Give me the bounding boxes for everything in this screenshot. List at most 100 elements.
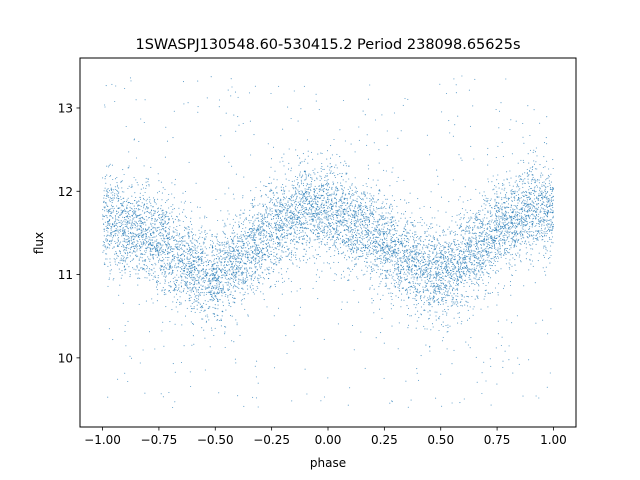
data-point xyxy=(490,243,492,245)
data-point xyxy=(254,240,256,242)
data-point xyxy=(525,206,527,208)
data-point xyxy=(428,290,430,292)
data-point xyxy=(354,177,356,179)
data-point xyxy=(355,219,357,221)
data-point xyxy=(409,192,411,194)
data-point xyxy=(159,250,161,252)
data-point xyxy=(393,241,395,243)
data-point xyxy=(446,331,448,333)
data-point xyxy=(111,202,113,204)
data-point xyxy=(499,248,501,250)
data-point xyxy=(172,237,174,239)
data-point xyxy=(259,275,261,277)
data-point xyxy=(286,235,289,237)
data-point xyxy=(102,245,104,247)
data-point xyxy=(532,221,534,223)
data-point xyxy=(386,231,388,233)
data-point xyxy=(285,178,287,180)
data-point xyxy=(214,288,216,290)
data-point xyxy=(205,269,207,271)
data-point xyxy=(419,290,421,293)
data-point xyxy=(313,256,315,258)
data-point xyxy=(380,260,382,262)
data-point xyxy=(533,160,535,162)
data-point xyxy=(398,234,400,236)
data-point xyxy=(151,269,153,271)
data-point xyxy=(323,230,325,232)
data-point xyxy=(416,257,418,259)
data-point xyxy=(506,247,508,250)
data-point xyxy=(314,210,316,212)
data-point xyxy=(231,256,233,258)
data-point xyxy=(224,275,226,277)
data-point xyxy=(399,257,402,259)
data-point xyxy=(421,251,423,253)
data-point xyxy=(401,238,403,240)
data-point xyxy=(164,220,166,223)
data-point xyxy=(240,300,242,302)
data-point xyxy=(415,233,417,235)
data-point xyxy=(272,243,274,245)
data-point xyxy=(237,266,239,268)
data-point xyxy=(185,216,188,219)
data-point xyxy=(500,238,502,240)
data-point xyxy=(267,143,269,145)
data-point xyxy=(425,289,427,291)
data-point xyxy=(531,200,533,202)
data-point xyxy=(260,221,262,223)
data-point xyxy=(530,183,532,185)
data-point xyxy=(517,202,519,204)
data-point xyxy=(539,236,541,238)
data-point xyxy=(385,170,387,172)
data-point xyxy=(216,261,218,263)
data-point xyxy=(140,118,142,120)
data-point xyxy=(408,232,410,234)
data-point xyxy=(430,274,432,276)
data-point xyxy=(146,266,149,268)
data-point xyxy=(514,230,516,232)
data-point xyxy=(493,236,495,239)
data-point xyxy=(187,260,189,262)
data-point xyxy=(496,237,498,239)
data-point xyxy=(318,221,320,223)
data-point xyxy=(403,237,405,240)
data-point xyxy=(179,267,181,269)
data-point xyxy=(210,280,212,282)
data-point xyxy=(247,314,249,316)
data-point xyxy=(118,217,120,219)
data-point xyxy=(286,232,288,234)
data-point xyxy=(262,254,264,256)
data-point xyxy=(360,331,362,333)
data-point xyxy=(354,207,356,209)
data-point xyxy=(265,259,267,261)
data-point xyxy=(361,247,363,249)
data-point xyxy=(371,284,373,286)
data-point xyxy=(472,282,474,285)
data-point xyxy=(485,264,487,266)
data-point xyxy=(311,177,313,179)
data-point xyxy=(364,219,366,221)
data-point xyxy=(330,203,332,205)
data-point xyxy=(473,277,475,279)
data-point xyxy=(358,301,360,303)
data-point xyxy=(180,361,183,364)
data-point xyxy=(163,289,165,291)
data-point xyxy=(284,241,286,244)
data-point xyxy=(396,237,398,239)
data-point xyxy=(361,238,363,240)
data-point xyxy=(398,279,400,281)
data-point xyxy=(418,238,420,240)
data-point xyxy=(464,267,466,270)
data-point xyxy=(468,221,470,223)
data-point xyxy=(481,195,483,197)
data-point xyxy=(392,167,394,169)
data-point xyxy=(463,214,465,216)
data-point xyxy=(228,303,230,305)
data-point xyxy=(315,221,317,223)
data-point xyxy=(371,213,373,215)
data-point xyxy=(287,204,290,206)
data-point xyxy=(336,190,338,192)
data-point xyxy=(234,273,236,275)
data-point xyxy=(459,262,461,264)
data-point xyxy=(369,210,371,212)
